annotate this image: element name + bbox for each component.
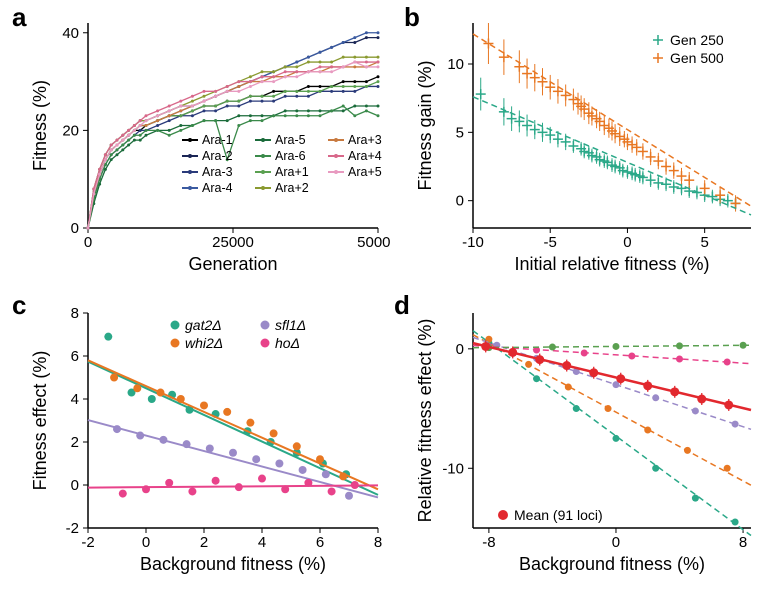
panel-b-chart: -10 -5 0 5 0 5 10 Initial relative fitness (%) F… — [418, 5, 763, 290]
svg-text:Gen 500: Gen 500 — [670, 50, 724, 66]
svg-text:Ara-3: Ara-3 — [202, 165, 233, 179]
svg-text:Background fitness (%): Background fitness (%) — [519, 554, 705, 574]
panel-c-chart: -2 0 2 4 6 8 -2 0 2 4 6 8 Background fitness (%) Fitn… — [30, 295, 390, 595]
panel-d-chart: -8 0 8 -10 0 Background fitness (%) Relative f… — [418, 295, 763, 595]
svg-text:-8: -8 — [482, 534, 495, 551]
svg-text:Ara-4: Ara-4 — [202, 181, 233, 195]
svg-text:Gen 250: Gen 250 — [670, 32, 724, 48]
svg-text:20: 20 — [62, 122, 79, 139]
svg-text:0: 0 — [71, 477, 79, 494]
svg-text:50000: 50000 — [357, 234, 390, 251]
svg-text:Ara-6: Ara-6 — [275, 149, 306, 163]
svg-text:Background fitness (%): Background fitness (%) — [140, 554, 326, 574]
svg-text:0: 0 — [456, 193, 464, 210]
svg-text:Relative fitness effect (%): Relative fitness effect (%) — [418, 319, 435, 523]
panel-c-label: c — [12, 290, 26, 321]
svg-text:40: 40 — [62, 25, 79, 42]
svg-text:0: 0 — [71, 220, 79, 237]
svg-text:Ara-1: Ara-1 — [202, 133, 233, 147]
svg-text:0: 0 — [142, 534, 150, 551]
svg-text:8: 8 — [374, 534, 382, 551]
svg-text:-10: -10 — [462, 234, 484, 251]
svg-text:hoΔ: hoΔ — [275, 335, 300, 351]
svg-text:Ara+4: Ara+4 — [348, 149, 382, 163]
svg-text:0: 0 — [623, 234, 631, 251]
svg-text:gat2Δ: gat2Δ — [185, 317, 222, 333]
svg-text:Ara-2: Ara-2 — [202, 149, 233, 163]
svg-text:0: 0 — [456, 341, 464, 358]
svg-text:-2: -2 — [81, 534, 94, 551]
svg-text:Fitness gain (%): Fitness gain (%) — [418, 60, 435, 190]
svg-text:10: 10 — [447, 56, 464, 73]
svg-text:0: 0 — [84, 234, 92, 251]
svg-text:0: 0 — [612, 534, 620, 551]
svg-text:Fitness (%): Fitness (%) — [30, 80, 50, 171]
svg-text:sfl1Δ: sfl1Δ — [275, 317, 306, 333]
svg-text:whi2Δ: whi2Δ — [185, 335, 223, 351]
svg-text:5: 5 — [700, 234, 708, 251]
svg-text:25000: 25000 — [212, 234, 254, 251]
svg-text:6: 6 — [71, 348, 79, 365]
svg-text:Fitness effect (%): Fitness effect (%) — [30, 351, 50, 491]
svg-text:6: 6 — [316, 534, 324, 551]
svg-text:2: 2 — [71, 434, 79, 451]
svg-text:4: 4 — [258, 534, 266, 551]
panel-a-label: a — [12, 2, 26, 33]
svg-text:5: 5 — [456, 124, 464, 141]
svg-text:-2: -2 — [66, 520, 79, 537]
svg-text:2: 2 — [200, 534, 208, 551]
svg-text:8: 8 — [739, 534, 747, 551]
svg-text:Ara+5: Ara+5 — [348, 165, 382, 179]
figure-container: a b c d 0250005000002040GenerationFitnes… — [0, 0, 771, 596]
svg-text:Generation: Generation — [188, 254, 277, 274]
svg-text:Ara+2: Ara+2 — [275, 181, 309, 195]
svg-text:Ara+1: Ara+1 — [275, 165, 309, 179]
panel-d-label: d — [394, 290, 410, 321]
svg-text:Initial relative fitness (%): Initial relative fitness (%) — [514, 254, 709, 274]
svg-text:8: 8 — [71, 305, 79, 322]
panel-a-chart: 0 25000 50000 0 20 40 Generation Fitness (%) Ara… — [30, 5, 390, 290]
svg-text:Ara-5: Ara-5 — [275, 133, 306, 147]
svg-text:-5: -5 — [544, 234, 557, 251]
svg-text:Mean (91 loci): Mean (91 loci) — [514, 507, 603, 523]
svg-text:Ara+3: Ara+3 — [348, 133, 382, 147]
svg-text:4: 4 — [71, 391, 79, 408]
svg-text:-10: -10 — [442, 460, 464, 477]
